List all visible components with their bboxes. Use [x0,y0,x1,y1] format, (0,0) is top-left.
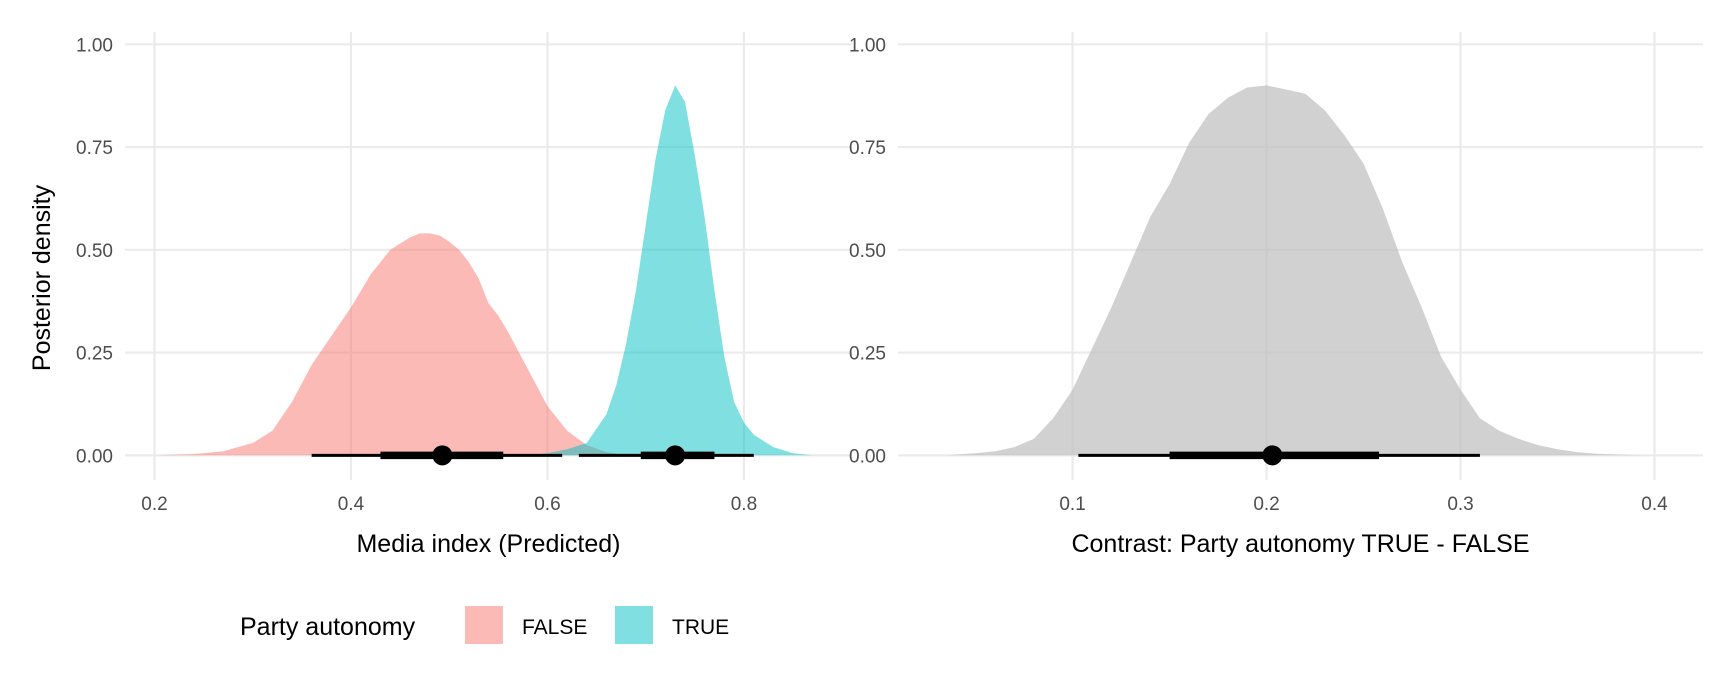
left-y-axis-title: Posterior density [28,184,56,371]
right-contrast-point-estimate [1262,445,1283,466]
legend-label-false: FALSE [522,616,587,639]
left-x-tick-label: 0.4 [338,494,365,515]
left-y-tick-label: 0.50 [76,241,113,262]
legend: Party autonomy FALSE TRUE [240,606,729,644]
right-density-contrast [946,85,1655,456]
legend-key-true [615,606,653,644]
left-x-tick-label: 0.2 [141,494,167,515]
left-false-point-estimate [432,445,453,466]
right-x-tick-label: 0.4 [1641,494,1668,515]
left-density-false [154,233,626,456]
left-density-true [527,85,813,456]
left-y-tick-label: 0.75 [76,138,113,159]
left-true-point-estimate [665,445,686,466]
right-x-tick-label: 0.2 [1253,494,1279,515]
right-x-tick-label: 0.1 [1059,494,1085,515]
right-x-axis-title: Contrast: Party autonomy TRUE - FALSE [1071,530,1529,558]
right-y-tick-label: 0.25 [849,344,886,365]
right-panel-contrast: 0.00 0.25 0.50 0.75 1.00 0.1 0.2 0.3 0.4 Contrast… [849,32,1703,558]
legend-title: Party autonomy [240,613,416,641]
legend-label-true: TRUE [672,616,729,639]
right-y-tick-label: 0.00 [849,446,886,467]
left-y-tick-label: 0.00 [76,446,113,467]
left-y-tick-label: 0.25 [76,344,113,365]
right-x-tick-label: 0.3 [1447,494,1473,515]
left-x-tick-label: 0.6 [534,494,560,515]
legend-key-false [465,606,503,644]
right-y-tick-label: 0.50 [849,241,886,262]
right-y-tick-label: 0.75 [849,138,886,159]
left-x-axis-title: Media index (Predicted) [356,530,620,558]
left-y-tick-label: 1.00 [76,35,113,56]
right-y-tick-label: 1.00 [849,35,886,56]
left-x-tick-label: 0.8 [731,494,757,515]
left-panel-media-index: 0.00 0.25 0.50 0.75 1.00 0.2 0.4 0.6 0.8 Media in… [28,32,852,558]
